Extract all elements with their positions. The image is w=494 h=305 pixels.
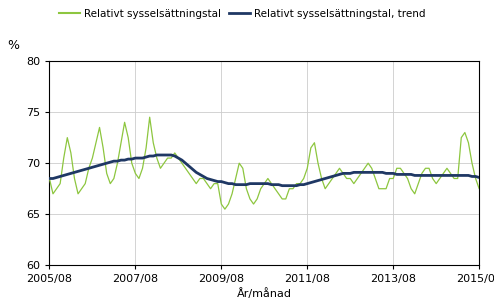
X-axis label: År/månad: År/månad (237, 289, 292, 300)
Text: %: % (7, 39, 19, 52)
Legend: Relativt sysselsättningstal, Relativt sysselsättningstal, trend: Relativt sysselsättningstal, Relativt sy… (55, 5, 430, 23)
